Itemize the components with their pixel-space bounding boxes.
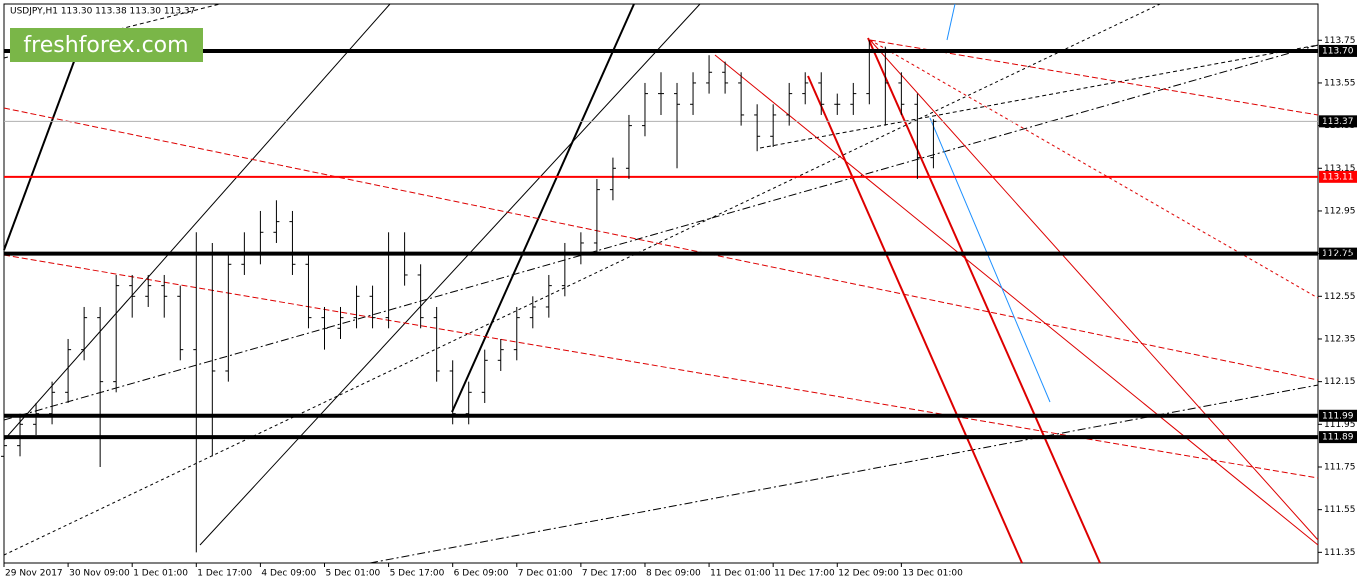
trend-line — [3, 39, 83, 251]
chart-title: USDJPY,H1 113.30 113.38 113.30 113.37 — [10, 7, 195, 17]
trend-line — [869, 39, 1319, 299]
y-tick-label: 111.95 — [1324, 420, 1356, 430]
levels: 113.70 113.37 113.11 112.75 111.99 111.89 — [4, 44, 1357, 444]
x-tick-label: 6 Dec 09:00 — [454, 569, 509, 579]
trend-line — [946, 3, 956, 41]
y-tick-label: 112.35 — [1324, 334, 1356, 344]
trend-line — [3, 254, 1319, 479]
watermark: freshforex.com — [23, 33, 188, 58]
x-tick-label: 11 Dec 17:00 — [774, 569, 835, 579]
axes: 113.75 113.55 113.35 113.15 112.95 112.75 112.… — [3, 36, 1356, 579]
x-tick-label: 1 Dec 17:00 — [197, 569, 252, 579]
level-label-box — [1319, 170, 1357, 183]
y-tick-label: 113.35 — [1324, 121, 1356, 131]
trend-line — [759, 44, 1319, 149]
y-tick-label: 111.55 — [1324, 505, 1356, 515]
x-tick-label: 12 Dec 09:00 — [838, 569, 899, 579]
x-tick-label: 5 Dec 17:00 — [390, 569, 445, 579]
x-tick-label: 4 Dec 09:00 — [261, 569, 316, 579]
level-label: 111.89 — [1322, 433, 1354, 443]
y-tick-label: 112.55 — [1324, 292, 1356, 302]
level-label-box — [1319, 115, 1357, 128]
y-tick-label: 112.75 — [1324, 249, 1356, 259]
level-label-box — [1319, 247, 1357, 260]
x-tick-label: 8 Dec 09:00 — [646, 569, 701, 579]
level-label-box — [1319, 44, 1357, 57]
trend-line — [869, 39, 1319, 541]
level-label: 113.11 — [1322, 172, 1354, 182]
x-tick-label: 1 Dec 01:00 — [133, 569, 188, 579]
level-label: 113.37 — [1322, 117, 1354, 127]
trend-line — [451, 3, 635, 413]
y-tick-label: 111.35 — [1324, 548, 1356, 558]
x-tick-label: 30 Nov 09:00 — [69, 569, 130, 579]
trend-line — [199, 3, 701, 546]
x-tick-label: 11 Dec 01:00 — [710, 569, 771, 579]
trend-line — [867, 37, 1101, 564]
level-label-box — [1319, 431, 1357, 444]
y-tick-label: 112.95 — [1324, 206, 1356, 216]
y-tick-label: 113.15 — [1324, 164, 1356, 174]
level-label: 113.70 — [1322, 46, 1354, 56]
x-tick-label: 7 Dec 01:00 — [518, 569, 573, 579]
level-label-box — [1319, 409, 1357, 422]
y-tick-label: 113.75 — [1324, 36, 1356, 46]
x-tick-label: 5 Dec 01:00 — [325, 569, 380, 579]
watermark-box — [10, 28, 203, 62]
price-bars — [1, 40, 937, 553]
level-label: 111.99 — [1322, 411, 1354, 421]
level-label: 112.75 — [1322, 249, 1354, 259]
x-tick-label: 13 Dec 01:00 — [902, 569, 963, 579]
y-tick-label: 111.75 — [1324, 462, 1356, 472]
plot-frame — [3, 3, 1319, 564]
trend-line — [3, 44, 1319, 421]
x-tick-label: 29 Nov 2017 — [5, 569, 63, 579]
x-tick-label: 7 Dec 17:00 — [582, 569, 637, 579]
trend-line — [3, 107, 1319, 381]
trend-line — [929, 117, 1051, 403]
y-tick-label: 112.15 — [1324, 377, 1356, 387]
y-tick-label: 113.55 — [1324, 78, 1356, 88]
trend-line — [807, 75, 1023, 564]
trend-line — [714, 54, 1319, 546]
